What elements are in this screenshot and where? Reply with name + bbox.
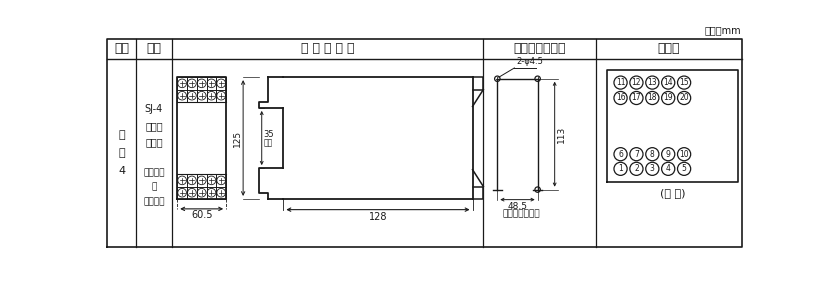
Text: 5: 5 bbox=[681, 164, 686, 173]
Text: SJ-4
凸出式
前接线: SJ-4 凸出式 前接线 bbox=[145, 104, 163, 147]
Text: 128: 128 bbox=[368, 212, 387, 222]
Text: 60.5: 60.5 bbox=[190, 210, 212, 220]
Text: 125: 125 bbox=[233, 130, 241, 147]
Text: 13: 13 bbox=[647, 78, 657, 87]
Text: 14: 14 bbox=[662, 78, 672, 87]
Bar bbox=[216, 174, 226, 187]
Bar bbox=[177, 89, 187, 102]
Bar bbox=[177, 187, 187, 199]
Text: 35: 35 bbox=[263, 130, 273, 139]
Text: 卡巢: 卡巢 bbox=[263, 138, 272, 147]
Text: 11: 11 bbox=[615, 78, 624, 87]
Text: 卡轨安装
或
螺钉安装: 卡轨安装 或 螺钉安装 bbox=[143, 168, 165, 206]
Text: (正 视): (正 视) bbox=[659, 188, 685, 198]
Bar bbox=[187, 89, 196, 102]
Text: 外 形 尺 寸 图: 外 形 尺 寸 图 bbox=[301, 42, 354, 55]
Bar bbox=[177, 174, 187, 187]
Text: 结构: 结构 bbox=[147, 42, 161, 55]
Bar bbox=[216, 187, 226, 199]
Bar bbox=[216, 77, 226, 89]
Text: 10: 10 bbox=[678, 150, 688, 159]
Text: 15: 15 bbox=[678, 78, 688, 87]
Text: 单位：mm: 单位：mm bbox=[703, 26, 739, 36]
Text: 7: 7 bbox=[633, 150, 638, 159]
Text: 附
图
4: 附 图 4 bbox=[118, 130, 125, 176]
Text: 6: 6 bbox=[618, 150, 622, 159]
Bar bbox=[196, 89, 206, 102]
Text: 端子图: 端子图 bbox=[657, 42, 680, 55]
Bar bbox=[206, 77, 216, 89]
Bar bbox=[196, 187, 206, 199]
Text: 19: 19 bbox=[662, 93, 672, 103]
Text: 2-φ4.5: 2-φ4.5 bbox=[515, 57, 542, 66]
Text: 113: 113 bbox=[556, 126, 566, 143]
Text: 4: 4 bbox=[665, 164, 670, 173]
Bar bbox=[177, 77, 187, 89]
Text: 8: 8 bbox=[649, 150, 654, 159]
Text: 安装开孔尺寸图: 安装开孔尺寸图 bbox=[513, 42, 566, 55]
Bar bbox=[196, 77, 206, 89]
Text: 48.5: 48.5 bbox=[507, 202, 527, 211]
Bar bbox=[206, 174, 216, 187]
Text: 20: 20 bbox=[678, 93, 688, 103]
Text: 17: 17 bbox=[631, 93, 641, 103]
Text: 图号: 图号 bbox=[114, 42, 129, 55]
Bar bbox=[196, 174, 206, 187]
Text: 螺钉安装开孔图: 螺钉安装开孔图 bbox=[502, 209, 540, 218]
Text: 3: 3 bbox=[649, 164, 654, 173]
Text: 9: 9 bbox=[665, 150, 670, 159]
Text: 16: 16 bbox=[615, 93, 624, 103]
Text: 1: 1 bbox=[618, 164, 622, 173]
Bar bbox=[187, 174, 196, 187]
Bar bbox=[187, 187, 196, 199]
Text: 2: 2 bbox=[633, 164, 638, 173]
Bar bbox=[216, 89, 226, 102]
Bar bbox=[206, 187, 216, 199]
Bar bbox=[206, 89, 216, 102]
Bar bbox=[187, 77, 196, 89]
Text: 12: 12 bbox=[631, 78, 640, 87]
Text: 18: 18 bbox=[647, 93, 657, 103]
